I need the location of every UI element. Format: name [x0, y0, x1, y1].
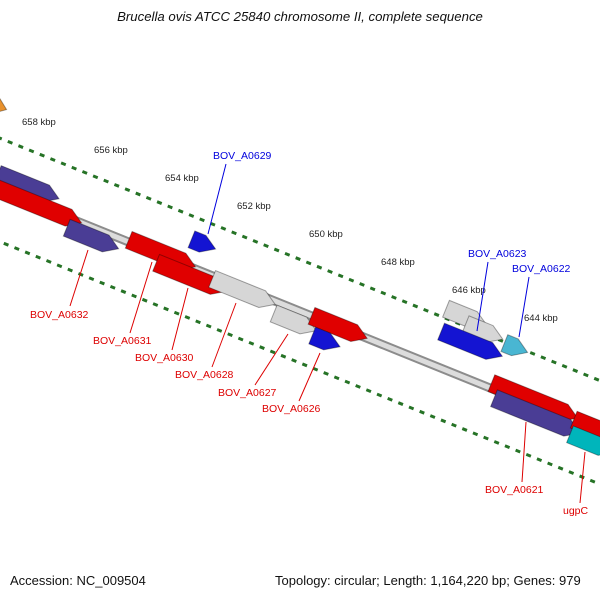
gene-arrow-BOV_A0629[interactable]: [187, 230, 219, 257]
ruler-label: 658 kbp: [22, 117, 56, 128]
gene-arrow-BOV_A0622[interactable]: [500, 334, 531, 361]
gene-arrow-BOV_A0632[interactable]: [62, 218, 122, 257]
leader-line-BOV_A0626: [298, 352, 321, 402]
gene-arrow-BOV_A0630[interactable]: [152, 253, 230, 299]
gene-label-BOV_A0622[interactable]: BOV_A0622: [512, 263, 571, 275]
gene-labels: BOV_A0629 BOV_A0623 BOV_A0622 BOV_A0632 BOV_…: [30, 150, 589, 517]
topology-label: Topology: circular; Length: 1,164,220 bp…: [275, 573, 581, 588]
accession-label: Accession: NC_009504: [10, 573, 146, 588]
leader-line-BOV_A0627: [254, 333, 289, 386]
leader-line-BOV_A0628: [211, 302, 237, 368]
leader-line-BOV_A0632: [69, 249, 89, 307]
gene-label-ugpC[interactable]: ugpC: [563, 505, 589, 517]
gene-label-BOV_A0626[interactable]: BOV_A0626: [262, 403, 321, 415]
ruler-label: 654 kbp: [165, 173, 199, 184]
page-title: Brucella ovis ATCC 25840 chromosome II, …: [117, 9, 483, 24]
gene-arrow[interactable]: [569, 410, 600, 445]
ruler-label: 656 kbp: [94, 145, 128, 156]
ruler-label: 644 kbp: [524, 313, 558, 324]
gene-label-BOV_A0632[interactable]: BOV_A0632: [30, 309, 89, 321]
gene-label-BOV_A0621[interactable]: BOV_A0621: [485, 484, 544, 496]
gene-arrow[interactable]: [0, 92, 10, 118]
gene-arrow[interactable]: [0, 165, 62, 207]
gene-label-BOV_A0623[interactable]: BOV_A0623: [468, 248, 527, 260]
backbone-band: [0, 156, 600, 463]
ruler-tick-track: [0, 114, 600, 417]
gene-label-BOV_A0628[interactable]: BOV_A0628: [175, 369, 234, 381]
sequence-axis-group: [0, 92, 600, 506]
ruler-label: 652 kbp: [237, 201, 271, 212]
gene-label-BOV_A0629[interactable]: BOV_A0629: [213, 150, 272, 162]
leader-line-BOV_A0621: [521, 421, 527, 483]
gene-arrow-BOV_A0626[interactable]: [308, 326, 344, 355]
leader-line-BOV_A0622: [518, 276, 530, 338]
gene-arrow-BOV_A0627[interactable]: [269, 304, 319, 339]
ruler-label: 650 kbp: [309, 229, 343, 240]
gene-label-BOV_A0631[interactable]: BOV_A0631: [93, 335, 152, 347]
leader-line-BOV_A0629: [207, 163, 227, 235]
ruler-label: 646 kbp: [452, 285, 486, 296]
gene-arrows: [0, 92, 600, 456]
gene-arrow[interactable]: [307, 306, 370, 347]
ruler-labels: 658 kbp 656 kbp 654 kbp 652 kbp 650 kbp 648 k…: [22, 117, 558, 324]
gene-arrow-BOV_A0623[interactable]: [437, 322, 506, 364]
leader-line-BOV_A0631: [129, 261, 153, 334]
gene-label-BOV_A0630[interactable]: BOV_A0630: [135, 352, 194, 364]
leader-line-BOV_A0623: [476, 261, 489, 332]
ruler-label: 648 kbp: [381, 257, 415, 268]
leader-line-ugpC: [579, 451, 586, 504]
sequence-backbone: [0, 155, 600, 464]
label-leader-lines: [69, 163, 586, 504]
gene-label-BOV_A0627[interactable]: BOV_A0627: [218, 387, 277, 399]
gene-arrow-BOV_A0628[interactable]: [208, 269, 279, 313]
leader-line-BOV_A0630: [171, 287, 189, 351]
